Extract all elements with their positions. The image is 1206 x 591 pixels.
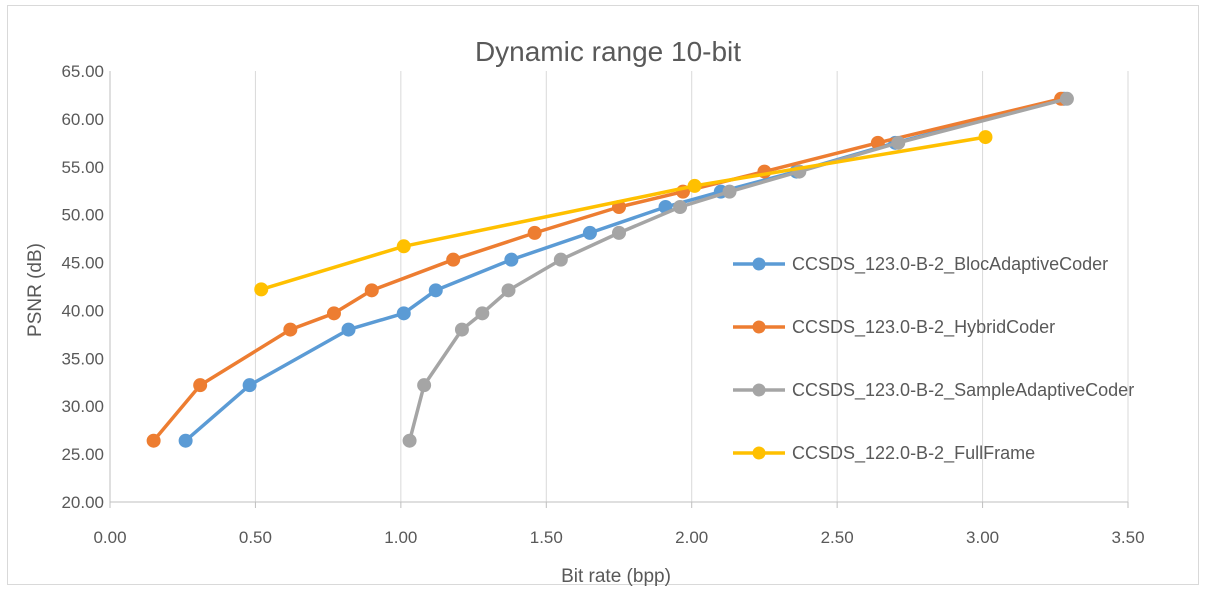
y-tick-label: 45.00 bbox=[61, 254, 104, 273]
data-point bbox=[326, 306, 341, 321]
x-tick-label: 1.50 bbox=[530, 528, 563, 547]
legend-label: CCSDS_123.0-B-2_HybridCoder bbox=[792, 317, 1055, 338]
axis-layer: 0.00 0.50 1.00 1.50 2.00 2.50 3.00 3.50 20.00 25.… bbox=[61, 62, 1144, 547]
data-point bbox=[242, 378, 257, 393]
x-tick-label: 2.50 bbox=[821, 528, 854, 547]
x-tick-label: 1.00 bbox=[384, 528, 417, 547]
legend-label: CCSDS_123.0-B-2_BlocAdaptiveCoder bbox=[792, 254, 1108, 275]
legend-marker bbox=[752, 446, 766, 460]
data-point bbox=[673, 200, 688, 215]
data-point bbox=[254, 282, 269, 297]
legend-label: CCSDS_123.0-B-2_SampleAdaptiveCoder bbox=[792, 380, 1134, 401]
y-tick-label: 40.00 bbox=[61, 301, 104, 320]
y-tick-label: 55.00 bbox=[61, 158, 104, 177]
data-point bbox=[475, 306, 490, 321]
x-tick-label: 0.00 bbox=[93, 528, 126, 547]
legend-entry-3: CCSDS_123.0-B-2_SampleAdaptiveCoder bbox=[733, 380, 1134, 401]
y-tick-label: 65.00 bbox=[61, 62, 104, 81]
data-point bbox=[402, 433, 417, 448]
x-axis-title: Bit rate (bpp) bbox=[561, 566, 671, 587]
data-point bbox=[527, 225, 542, 240]
y-axis-title: PSNR (dB) bbox=[25, 243, 46, 337]
data-point bbox=[146, 433, 161, 448]
data-point bbox=[283, 322, 298, 337]
data-point bbox=[428, 283, 443, 298]
data-point bbox=[612, 225, 626, 240]
data-point bbox=[178, 433, 193, 448]
y-tick-label: 20.00 bbox=[61, 493, 104, 512]
data-point bbox=[553, 252, 568, 267]
data-point bbox=[446, 252, 461, 267]
legend-entry-2: CCSDS_123.0-B-2_HybridCoder bbox=[733, 317, 1055, 338]
series-line bbox=[151, 97, 1063, 443]
chart-title: Dynamic range 10-bit bbox=[475, 36, 741, 67]
data-point bbox=[364, 283, 379, 298]
legend-label: CCSDS_122.0-B-2_FullFrame bbox=[792, 443, 1035, 464]
data-point bbox=[396, 239, 411, 254]
data-point bbox=[193, 378, 208, 393]
legend-entry-1: CCSDS_123.0-B-2_BlocAdaptiveCoder bbox=[733, 254, 1108, 275]
series-4 bbox=[254, 130, 993, 297]
data-point bbox=[722, 184, 737, 199]
data-point bbox=[417, 378, 432, 393]
data-point bbox=[582, 225, 597, 240]
data-point bbox=[978, 130, 993, 145]
x-tick-label: 0.50 bbox=[239, 528, 272, 547]
data-point bbox=[891, 135, 906, 150]
data-point bbox=[396, 306, 411, 321]
grid-layer bbox=[254, 71, 1129, 502]
series-3 bbox=[402, 91, 1074, 448]
legend-marker bbox=[752, 383, 766, 397]
legend-entry-4: CCSDS_122.0-B-2_FullFrame bbox=[733, 443, 1035, 464]
y-tick-label: 25.00 bbox=[61, 445, 104, 464]
data-point bbox=[1059, 91, 1074, 106]
data-point bbox=[454, 322, 469, 337]
y-tick-label: 30.00 bbox=[61, 397, 104, 416]
y-tick-label: 50.00 bbox=[61, 206, 104, 225]
data-point bbox=[504, 252, 519, 267]
chart-frame bbox=[7, 5, 1199, 585]
x-tick-label: 3.00 bbox=[966, 528, 999, 547]
x-tick-label: 2.00 bbox=[675, 528, 708, 547]
series-line bbox=[259, 135, 988, 292]
data-point bbox=[501, 283, 516, 298]
legend: CCSDS_123.0-B-2_BlocAdaptiveCoder CCSDS_1… bbox=[733, 254, 1134, 464]
data-point bbox=[687, 178, 702, 193]
y-tick-label: 60.00 bbox=[61, 110, 104, 129]
series-layer bbox=[146, 91, 1074, 448]
legend-marker bbox=[752, 320, 766, 334]
legend-marker bbox=[752, 257, 766, 271]
data-point bbox=[341, 322, 356, 337]
y-tick-label: 35.00 bbox=[61, 349, 104, 368]
x-tick-label: 3.50 bbox=[1111, 528, 1144, 547]
